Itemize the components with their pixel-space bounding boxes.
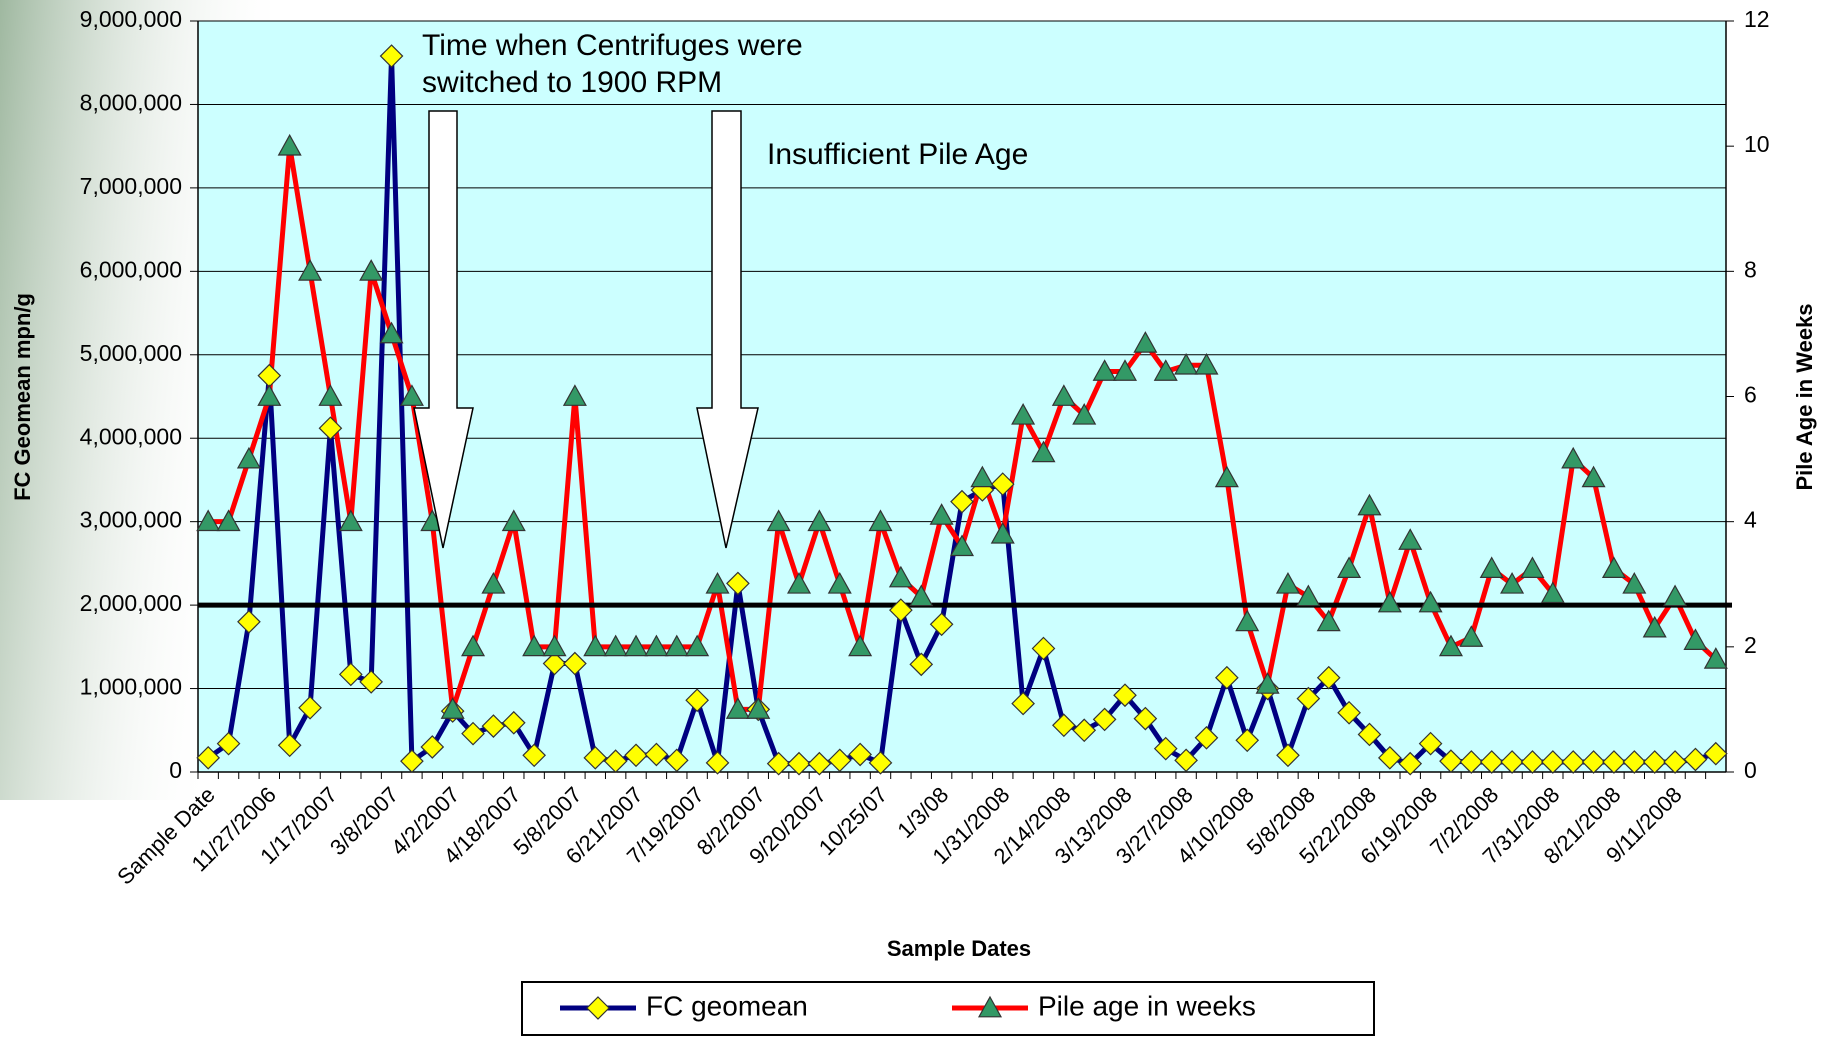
y2-tick-label: 12 bbox=[1744, 6, 1770, 32]
plot-area bbox=[198, 21, 1726, 772]
x-axis-title: Sample Dates bbox=[887, 936, 1031, 961]
y-tick-label: 8,000,000 bbox=[80, 90, 182, 116]
y2-tick-label: 8 bbox=[1744, 256, 1757, 282]
annotation: Time when Centrifuges were bbox=[422, 29, 803, 62]
y-tick-label: 4,000,000 bbox=[80, 423, 182, 449]
y-tick-label: 7,000,000 bbox=[80, 173, 182, 199]
y2-tick-label: 0 bbox=[1744, 757, 1757, 783]
x-tick-label: 10/25/07 bbox=[814, 782, 892, 860]
y-tick-label: 3,000,000 bbox=[80, 507, 182, 533]
y2-tick-label: 4 bbox=[1744, 507, 1757, 533]
annotation: Insufficient Pile Age bbox=[767, 138, 1028, 171]
y-tick-label: 6,000,000 bbox=[80, 256, 182, 282]
y-tick-label: 1,000,000 bbox=[80, 674, 182, 700]
y-tick-label: 2,000,000 bbox=[80, 590, 182, 616]
y-tick-label: 0 bbox=[169, 757, 182, 783]
annotation: switched to 1900 RPM bbox=[422, 66, 722, 99]
y-axis-title: FC Geomean mpn/g bbox=[10, 293, 35, 501]
y2-axis-title: Pile Age in Weeks bbox=[1792, 303, 1817, 490]
legend-label: FC geomean bbox=[646, 990, 808, 1021]
legend-label: Pile age in weeks bbox=[1038, 990, 1256, 1021]
y2-tick-label: 6 bbox=[1744, 382, 1757, 408]
y-tick-label: 5,000,000 bbox=[80, 340, 182, 366]
y2-tick-label: 10 bbox=[1744, 131, 1770, 157]
y2-tick-label: 2 bbox=[1744, 632, 1757, 658]
chart: Time when Centrifuges were switched to 1… bbox=[0, 0, 1826, 1039]
y-tick-label: 9,000,000 bbox=[80, 6, 182, 32]
